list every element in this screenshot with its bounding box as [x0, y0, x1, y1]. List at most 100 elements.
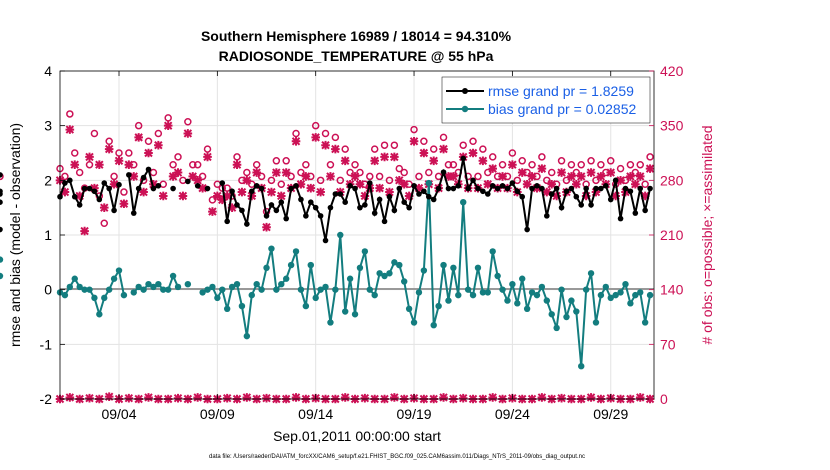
- bias-point: [219, 286, 226, 293]
- count-marker-assimilated: [129, 172, 139, 181]
- count-marker-possible: [189, 160, 197, 169]
- y-tick-label: 0: [44, 282, 52, 298]
- rmse-point: [96, 196, 103, 203]
- rmse-point: [101, 180, 108, 186]
- bias-point: [489, 248, 496, 255]
- rmse-point: [612, 177, 619, 184]
- rmse-point: [514, 188, 521, 195]
- count-marker-assimilated: [375, 183, 384, 193]
- count-marker-assimilated: [360, 393, 370, 403]
- count-marker-possible: [321, 129, 330, 138]
- bias-point: [233, 281, 241, 288]
- bias-point: [263, 264, 270, 271]
- count-marker-assimilated: [198, 183, 207, 193]
- count-marker-possible: [616, 164, 625, 173]
- bias-point: [391, 259, 398, 266]
- count-marker-assimilated: [576, 172, 586, 181]
- count-marker-possible: [415, 172, 423, 181]
- bias-point: [351, 311, 359, 318]
- rmse-point: [622, 185, 629, 192]
- count-marker-possible: [356, 168, 364, 177]
- rmse-point: [504, 185, 511, 192]
- count-marker-assimilated: [301, 172, 311, 181]
- count-marker-assimilated: [272, 168, 281, 177]
- bias-point: [405, 305, 413, 312]
- count-marker-assimilated: [311, 133, 320, 142]
- count-marker-assimilated: [488, 164, 498, 173]
- count-marker-possible: [528, 160, 536, 169]
- count-marker-possible: [85, 160, 94, 169]
- count-marker-assimilated: [119, 199, 129, 209]
- rmse-point: [386, 193, 393, 200]
- count-marker-possible: [174, 153, 182, 161]
- rmse-point: [617, 215, 624, 222]
- count-marker-possible: [538, 153, 546, 161]
- rmse-point: [81, 185, 88, 192]
- rmse-point: [642, 207, 648, 214]
- count-marker-possible: [90, 129, 99, 138]
- count-marker-possible: [351, 160, 359, 169]
- rmse-point: [411, 183, 417, 189]
- count-marker-assimilated: [326, 172, 335, 181]
- count-marker-possible: [518, 157, 526, 165]
- count-marker-possible: [375, 172, 384, 181]
- bias-point: [101, 294, 108, 302]
- count-marker-assimilated: [552, 191, 561, 201]
- count-marker-assimilated: [222, 191, 232, 201]
- count-marker-possible: [479, 145, 487, 153]
- count-marker-possible: [444, 160, 453, 169]
- bias-point: [548, 311, 555, 318]
- count-marker-assimilated: [70, 160, 80, 170]
- count-marker-assimilated: [85, 152, 94, 162]
- count-marker-assimilated: [439, 144, 448, 154]
- count-marker-assimilated: [616, 176, 625, 185]
- rmse-point: [312, 204, 319, 211]
- bias-point: [307, 261, 314, 269]
- rmse-point: [425, 193, 432, 200]
- rmse-point: [150, 185, 157, 192]
- rmse-point: [573, 193, 580, 200]
- bias-point: [253, 281, 260, 288]
- bias-point: [292, 248, 300, 255]
- bias-point: [509, 281, 516, 288]
- count-marker-assimilated: [390, 393, 399, 402]
- rmse-point: [253, 183, 260, 189]
- bias-point: [401, 278, 408, 285]
- rmse-point: [480, 188, 486, 195]
- count-marker-possible: [400, 168, 408, 177]
- bias-point: [115, 267, 123, 274]
- bias-point: [302, 302, 310, 310]
- count-marker-possible: [567, 160, 576, 169]
- rmse-point: [155, 183, 162, 189]
- bias-point: [86, 286, 93, 293]
- rmse-point: [239, 207, 245, 214]
- bias-point: [243, 332, 251, 340]
- count-marker-possible: [105, 137, 113, 146]
- bias-point: [460, 199, 467, 206]
- count-marker-possible: [154, 129, 163, 138]
- count-marker-possible: [425, 168, 433, 177]
- bias-point: [523, 305, 531, 312]
- bias-point: [386, 270, 393, 277]
- rmse-point: [465, 185, 471, 192]
- bias-point: [484, 289, 491, 296]
- rmse-point: [130, 210, 137, 216]
- rmse-point: [489, 183, 496, 189]
- count-marker-assimilated: [124, 160, 134, 170]
- bias-point: [356, 264, 364, 271]
- bias-point: [91, 294, 98, 302]
- rmse-point: [0, 191, 3, 197]
- count-marker-possible: [144, 137, 153, 146]
- bias-point: [76, 283, 83, 291]
- count-marker-possible: [134, 121, 143, 130]
- count-marker-assimilated: [134, 133, 143, 142]
- bias-point: [273, 286, 280, 293]
- rmse-point: [0, 172, 3, 178]
- count-marker-assimilated: [517, 168, 527, 177]
- bias-point: [376, 270, 383, 277]
- count-marker-possible: [193, 160, 202, 169]
- count-marker-assimilated: [154, 140, 163, 150]
- rmse-point: [603, 183, 609, 189]
- rmse-point: [234, 202, 240, 208]
- bias-point: [514, 300, 521, 307]
